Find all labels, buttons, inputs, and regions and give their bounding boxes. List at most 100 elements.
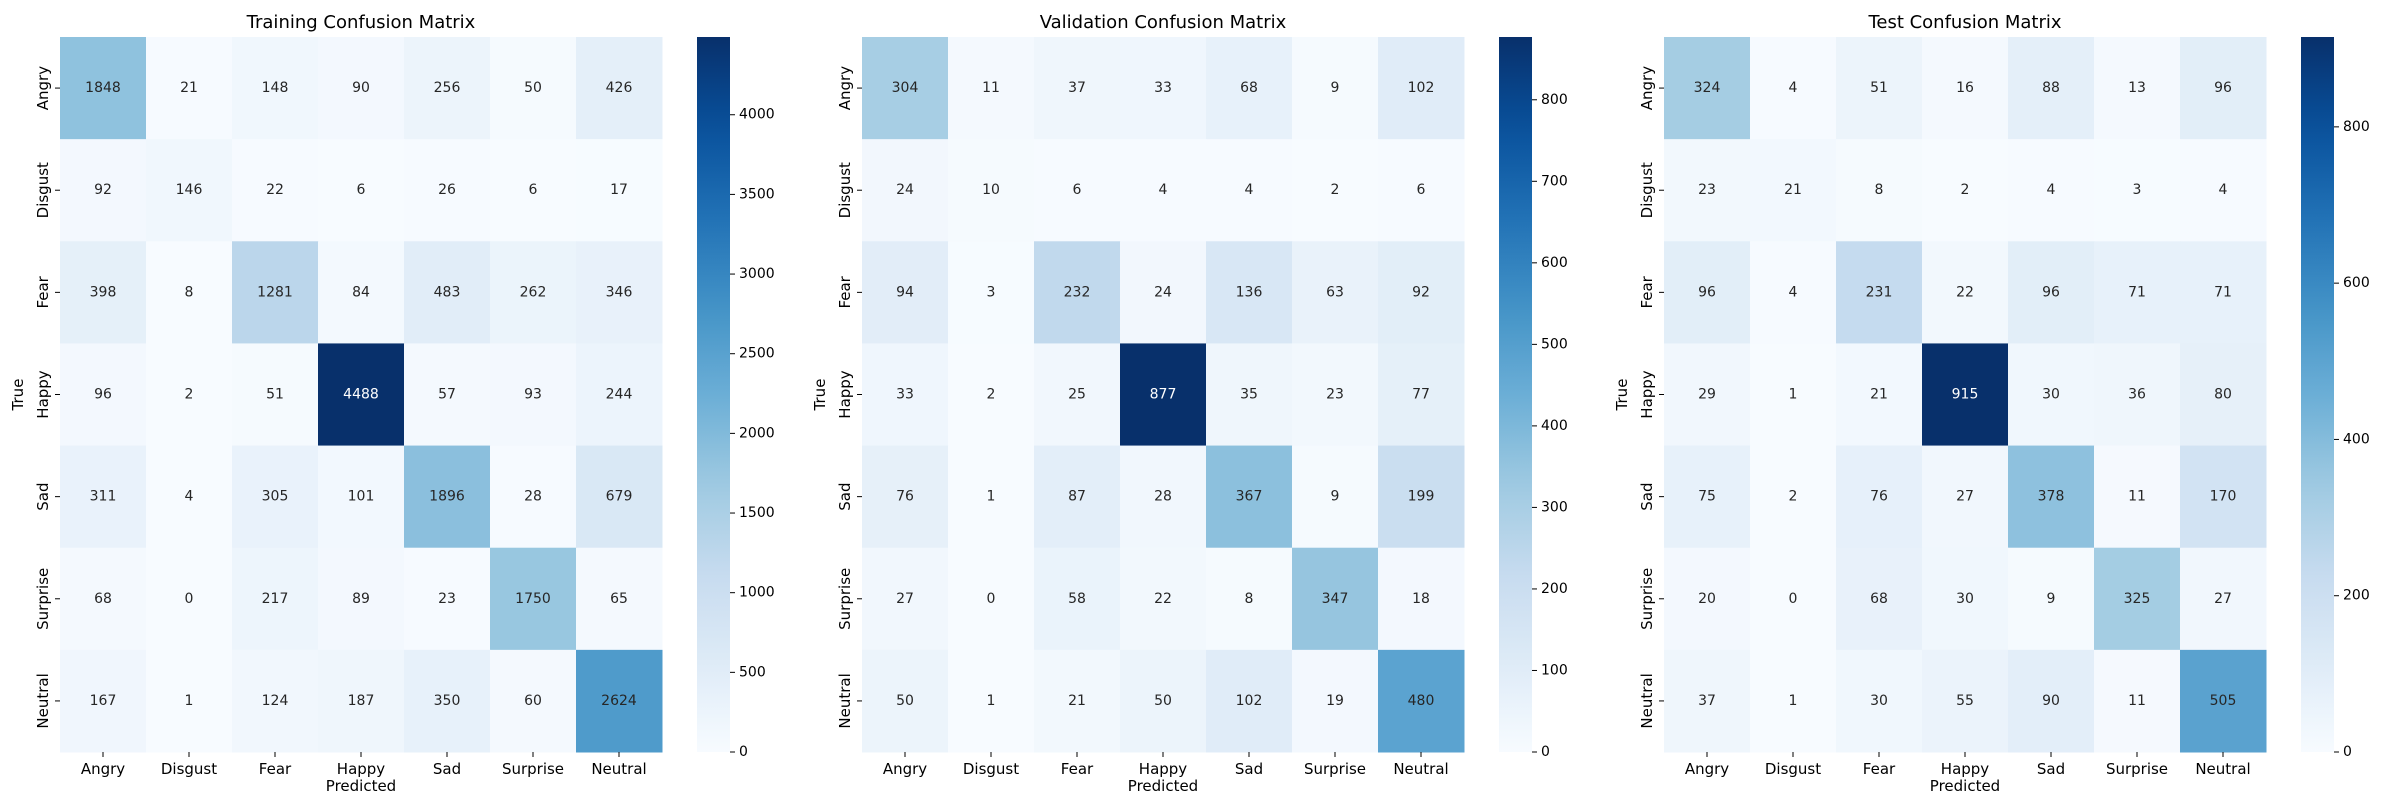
heatmap-cell	[146, 37, 233, 140]
heatmap-cell	[2180, 241, 2267, 344]
heatmap-cell	[1120, 649, 1207, 753]
cell-value-label: 232	[1064, 284, 1091, 300]
cell-value-label: 398	[90, 284, 117, 300]
heatmap-cell	[60, 343, 147, 447]
y-tick-label: Neutral	[836, 673, 854, 728]
heatmap-cell	[232, 241, 319, 344]
heatmap-cell	[404, 139, 491, 242]
heatmap-cell	[1206, 343, 1293, 447]
cell-value-label: 6	[357, 182, 366, 198]
cell-value-label: 102	[1408, 80, 1435, 96]
heatmap-cell	[1664, 241, 1751, 344]
cell-value-label: 915	[1952, 387, 1979, 403]
cell-value-label: 10	[982, 182, 1000, 198]
cell-value-label: 217	[262, 591, 289, 607]
colorbar-tick-label: 500	[739, 664, 766, 680]
x-tick-label: Fear	[259, 760, 292, 778]
cell-value-label: 96	[2214, 80, 2232, 96]
cell-value-label: 1	[987, 489, 996, 505]
heatmap-cell	[404, 649, 491, 753]
cell-value-label: 4	[185, 489, 194, 505]
heatmap-cell	[948, 241, 1035, 344]
heatmap-cell	[232, 343, 319, 447]
cell-value-label: 136	[1236, 284, 1263, 300]
heatmap-cell	[1750, 241, 1837, 344]
cell-value-label: 20	[1698, 591, 1716, 607]
x-tick-label: Neutral	[591, 760, 646, 778]
heatmap-cell	[232, 445, 319, 549]
cell-value-label: 21	[180, 80, 198, 96]
heatmap-cell	[1120, 547, 1207, 651]
colorbar-tick-label: 800	[2343, 119, 2370, 135]
cell-value-label: 426	[606, 80, 633, 96]
y-tick-label: Neutral	[34, 673, 52, 728]
heatmap-cell	[490, 37, 577, 140]
colorbar-tick-label: 3000	[739, 266, 775, 282]
cell-value-label: 4	[1789, 80, 1798, 96]
y-tick-label: Surprise	[836, 568, 854, 630]
heatmap-cell	[576, 547, 663, 651]
colorbar-tick-label: 1500	[739, 505, 775, 521]
heatmap-cell	[1034, 547, 1121, 651]
cell-value-label: 4	[1245, 182, 1254, 198]
x-tick-label: Happy	[337, 760, 386, 778]
heatmap-cell	[862, 445, 949, 549]
heatmap-cell	[1750, 649, 1837, 753]
cell-value-label: 37	[1698, 693, 1716, 709]
heatmap-cell	[60, 445, 147, 549]
heatmap-cell	[1836, 37, 1923, 140]
cell-value-label: 4	[2219, 182, 2228, 198]
heatmap-cell	[1836, 343, 1923, 447]
cell-value-label: 30	[1956, 591, 1974, 607]
cell-value-label: 75	[1698, 489, 1716, 505]
y-tick-label: Surprise	[1638, 568, 1656, 630]
heatmap-cell	[1750, 343, 1837, 447]
x-tick-label: Surprise	[1304, 760, 1366, 778]
y-axis-label: True	[9, 379, 27, 412]
cell-value-label: 9	[2047, 591, 2056, 607]
cell-value-label: 8	[1875, 182, 1884, 198]
cell-value-label: 63	[1326, 284, 1344, 300]
cell-value-label: 22	[266, 182, 284, 198]
heatmap-cell	[1378, 547, 1465, 651]
x-tick-label: Sad	[433, 760, 461, 778]
heatmap-cell	[146, 649, 233, 753]
y-tick-label: Fear	[34, 275, 52, 308]
cell-value-label: 2	[987, 387, 996, 403]
cell-value-label: 21	[1870, 387, 1888, 403]
heatmap-cell	[1206, 445, 1293, 549]
cell-value-label: 244	[606, 387, 633, 403]
heatmap-cell	[1836, 139, 1923, 242]
colorbar	[697, 37, 730, 752]
chart-title: Test Confusion Matrix	[1867, 12, 2061, 33]
cell-value-label: 2	[1961, 182, 1970, 198]
heatmap-cell	[1750, 139, 1837, 242]
x-axis-label: Predicted	[1930, 777, 2000, 795]
colorbar-tick-label: 600	[1541, 255, 1568, 271]
y-tick-label: Happy	[836, 370, 854, 419]
heatmap-cell	[948, 343, 1035, 447]
heatmap-cell	[1750, 547, 1837, 651]
cell-value-label: 378	[2038, 489, 2065, 505]
heatmap-cell	[1120, 139, 1207, 242]
cell-value-label: 1281	[257, 284, 293, 300]
cell-value-label: 1	[185, 693, 194, 709]
y-tick-label: Disgust	[1638, 162, 1656, 218]
y-axis-label: True	[811, 379, 829, 412]
heatmap-cell	[2180, 547, 2267, 651]
heatmap-cell	[1206, 139, 1293, 242]
cell-value-label: 1	[1789, 387, 1798, 403]
heatmap-cell	[232, 547, 319, 651]
cell-value-label: 77	[1412, 387, 1430, 403]
x-tick-label: Fear	[1863, 760, 1896, 778]
heatmap-cell	[1034, 445, 1121, 549]
cell-value-label: 26	[438, 182, 456, 198]
cell-value-label: 88	[2042, 80, 2060, 96]
heatmap-cell	[1836, 547, 1923, 651]
y-tick-label: Surprise	[34, 568, 52, 630]
heatmap-cell	[1378, 139, 1465, 242]
heatmap-cell	[318, 37, 405, 140]
